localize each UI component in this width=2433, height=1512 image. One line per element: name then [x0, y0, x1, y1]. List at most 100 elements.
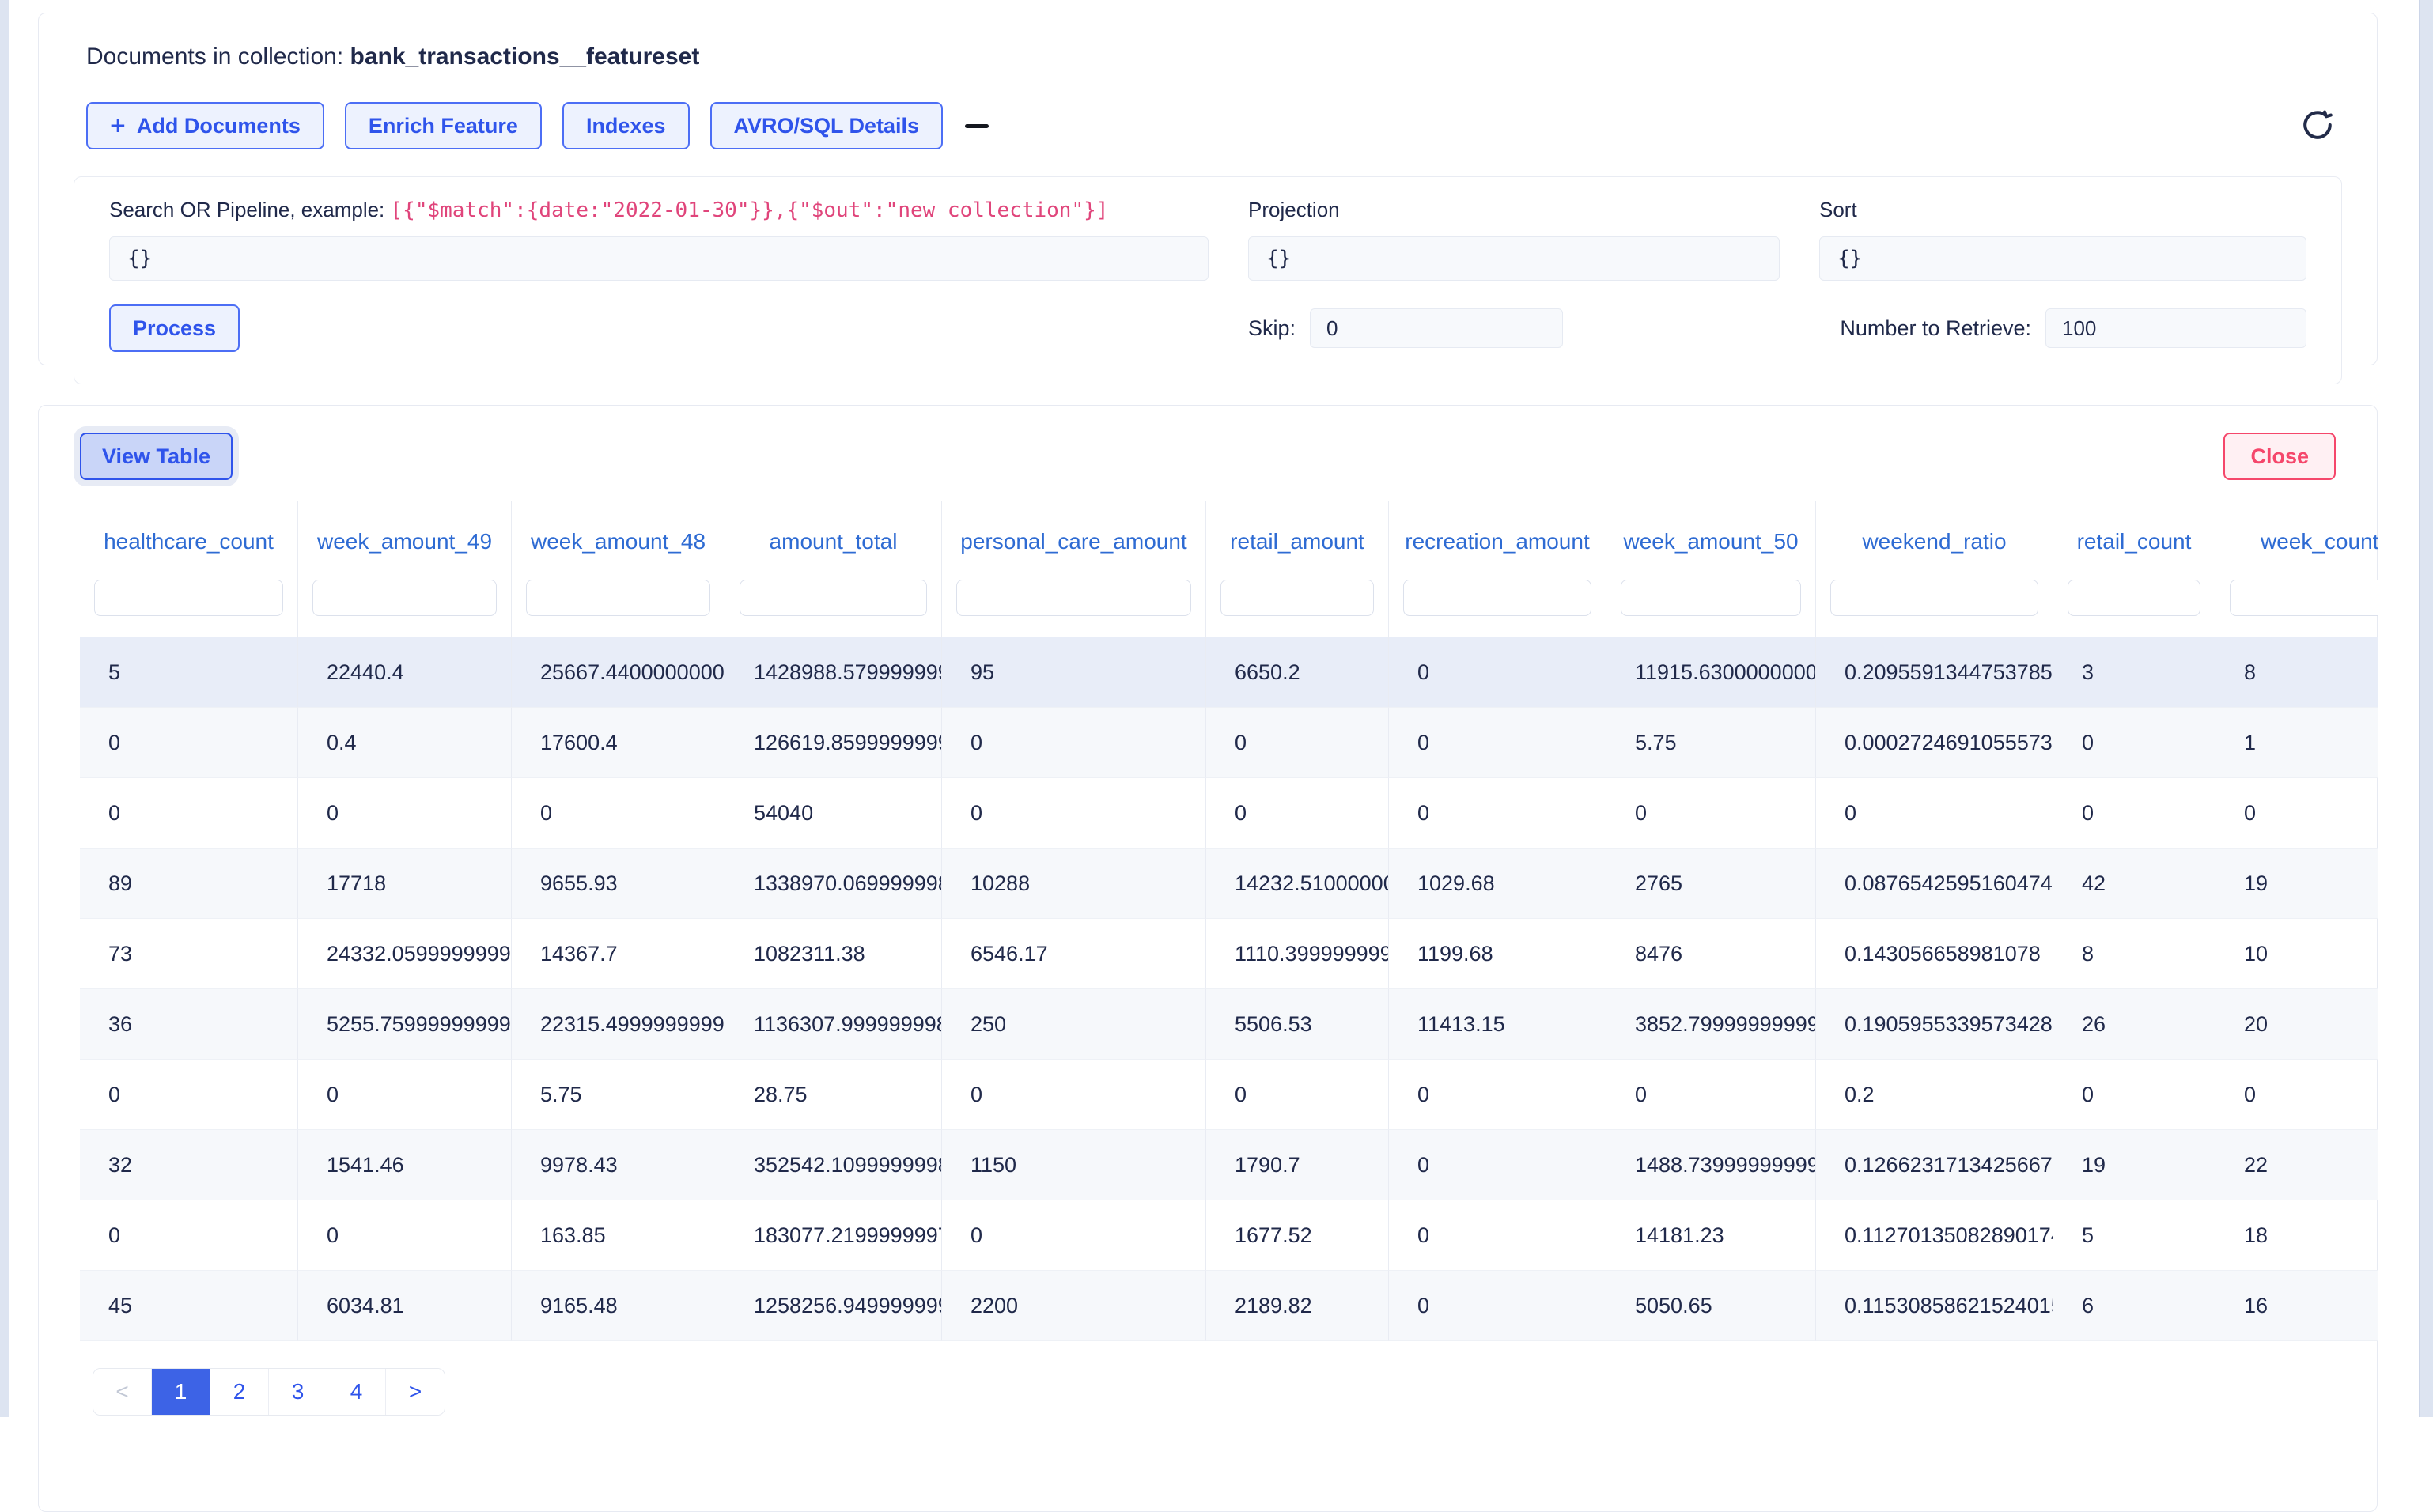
filter-input-week_count_[interactable]	[2230, 580, 2378, 616]
table-cell-r6-personal_care_amount[interactable]: 0	[942, 1060, 1206, 1130]
table-cell-r1-week_amount_48[interactable]: 17600.4	[512, 708, 725, 778]
table-cell-r2-retail_amount[interactable]: 0	[1206, 778, 1389, 849]
table-cell-r5-week_amount_50[interactable]: 3852.7999999999997	[1606, 989, 1816, 1060]
table-cell-r5-retail_count[interactable]: 26	[2053, 989, 2215, 1060]
table-cell-r0-amount_total[interactable]: 1428988.5799999994	[725, 637, 942, 708]
table-cell-r5-recreation_amount[interactable]: 11413.15	[1389, 989, 1606, 1060]
table-cell-r8-week_count_[interactable]: 18	[2215, 1200, 2378, 1271]
table-cell-r6-healthcare_count[interactable]: 0	[80, 1060, 298, 1130]
table-cell-r2-weekend_ratio[interactable]: 0	[1816, 778, 2053, 849]
table-cell-r9-personal_care_amount[interactable]: 2200	[942, 1271, 1206, 1341]
table-cell-r9-weekend_ratio[interactable]: 0.11530858621524015	[1816, 1271, 2053, 1341]
table-cell-r1-amount_total[interactable]: 126619.85999999999	[725, 708, 942, 778]
table-cell-r5-amount_total[interactable]: 1136307.9999999988	[725, 989, 942, 1060]
table-cell-r7-weekend_ratio[interactable]: 0.12662317134256676	[1816, 1130, 2053, 1200]
table-cell-r3-week_amount_48[interactable]: 9655.93	[512, 849, 725, 919]
add-documents-button[interactable]: + Add Documents	[86, 102, 324, 149]
table-cell-r3-week_amount_49[interactable]: 17718	[298, 849, 512, 919]
table-cell-r7-week_amount_50[interactable]: 1488.7399999999998	[1606, 1130, 1816, 1200]
table-cell-r8-personal_care_amount[interactable]: 0	[942, 1200, 1206, 1271]
filter-input-amount_total[interactable]	[740, 580, 927, 616]
filter-input-retail_amount[interactable]	[1220, 580, 1374, 616]
table-cell-r9-retail_count[interactable]: 6	[2053, 1271, 2215, 1341]
table-cell-r1-retail_count[interactable]: 0	[2053, 708, 2215, 778]
table-cell-r6-amount_total[interactable]: 28.75	[725, 1060, 942, 1130]
table-cell-r1-week_count_[interactable]: 1	[2215, 708, 2378, 778]
table-cell-r1-week_amount_50[interactable]: 5.75	[1606, 708, 1816, 778]
filter-input-healthcare_count[interactable]	[94, 580, 283, 616]
filter-input-personal_care_amount[interactable]	[956, 580, 1191, 616]
table-cell-r8-amount_total[interactable]: 183077.21999999977	[725, 1200, 942, 1271]
table-cell-r0-personal_care_amount[interactable]: 95	[942, 637, 1206, 708]
sort-input[interactable]	[1819, 236, 2306, 281]
table-cell-r3-retail_count[interactable]: 42	[2053, 849, 2215, 919]
page-2-button[interactable]: 2	[210, 1369, 269, 1415]
table-cell-r8-week_amount_50[interactable]: 14181.23	[1606, 1200, 1816, 1271]
table-cell-r2-amount_total[interactable]: 54040	[725, 778, 942, 849]
search-pipeline-input[interactable]	[109, 236, 1209, 281]
table-cell-r9-healthcare_count[interactable]: 45	[80, 1271, 298, 1341]
process-button[interactable]: Process	[109, 304, 240, 352]
table-cell-r7-recreation_amount[interactable]: 0	[1389, 1130, 1606, 1200]
table-cell-r4-week_amount_50[interactable]: 8476	[1606, 919, 1816, 989]
table-cell-r6-week_amount_50[interactable]: 0	[1606, 1060, 1816, 1130]
table-cell-r0-week_amount_50[interactable]: 11915.630000000001	[1606, 637, 1816, 708]
filter-input-week_amount_48[interactable]	[526, 580, 710, 616]
table-cell-r4-personal_care_amount[interactable]: 6546.17	[942, 919, 1206, 989]
table-cell-r3-healthcare_count[interactable]: 89	[80, 849, 298, 919]
page-next-button[interactable]: >	[386, 1369, 445, 1415]
table-cell-r2-week_count_[interactable]: 0	[2215, 778, 2378, 849]
table-cell-r4-retail_count[interactable]: 8	[2053, 919, 2215, 989]
filter-input-week_amount_50[interactable]	[1621, 580, 1801, 616]
table-cell-r0-retail_amount[interactable]: 6650.2	[1206, 637, 1389, 708]
collapse-dash-icon[interactable]	[965, 123, 989, 128]
table-cell-r1-recreation_amount[interactable]: 0	[1389, 708, 1606, 778]
filter-input-retail_count[interactable]	[2068, 580, 2200, 616]
retrieve-input[interactable]	[2045, 308, 2306, 348]
table-cell-r6-recreation_amount[interactable]: 0	[1389, 1060, 1606, 1130]
table-cell-r2-week_amount_49[interactable]: 0	[298, 778, 512, 849]
page-3-button[interactable]: 3	[269, 1369, 327, 1415]
view-table-button[interactable]: View Table	[80, 433, 233, 480]
table-cell-r1-weekend_ratio[interactable]: 0.0002724691055573747	[1816, 708, 2053, 778]
refresh-button[interactable]	[2293, 108, 2342, 144]
filter-input-week_amount_49[interactable]	[312, 580, 497, 616]
table-cell-r5-personal_care_amount[interactable]: 250	[942, 989, 1206, 1060]
table-cell-r8-retail_amount[interactable]: 1677.52	[1206, 1200, 1389, 1271]
table-cell-r5-weekend_ratio[interactable]: 0.19059553395734283	[1816, 989, 2053, 1060]
table-cell-r5-week_amount_49[interactable]: 5255.759999999998	[298, 989, 512, 1060]
close-button[interactable]: Close	[2223, 433, 2336, 480]
table-cell-r9-amount_total[interactable]: 1258256.9499999993	[725, 1271, 942, 1341]
table-cell-r8-week_amount_48[interactable]: 163.85	[512, 1200, 725, 1271]
table-cell-r9-week_amount_48[interactable]: 9165.48	[512, 1271, 725, 1341]
table-cell-r7-healthcare_count[interactable]: 32	[80, 1130, 298, 1200]
table-cell-r4-week_count_[interactable]: 10	[2215, 919, 2378, 989]
table-cell-r1-personal_care_amount[interactable]: 0	[942, 708, 1206, 778]
table-cell-r1-healthcare_count[interactable]: 0	[80, 708, 298, 778]
table-cell-r4-amount_total[interactable]: 1082311.38	[725, 919, 942, 989]
page-4-button[interactable]: 4	[327, 1369, 386, 1415]
table-cell-r0-week_amount_48[interactable]: 25667.440000000002	[512, 637, 725, 708]
table-cell-r7-amount_total[interactable]: 352542.10999999987	[725, 1130, 942, 1200]
table-cell-r9-week_count_[interactable]: 16	[2215, 1271, 2378, 1341]
table-cell-r7-week_amount_49[interactable]: 1541.46	[298, 1130, 512, 1200]
table-cell-r7-week_count_[interactable]: 22	[2215, 1130, 2378, 1200]
table-cell-r5-week_count_[interactable]: 20	[2215, 989, 2378, 1060]
table-cell-r3-retail_amount[interactable]: 14232.510000000004	[1206, 849, 1389, 919]
table-cell-r7-week_amount_48[interactable]: 9978.43	[512, 1130, 725, 1200]
table-cell-r2-personal_care_amount[interactable]: 0	[942, 778, 1206, 849]
table-cell-r3-weekend_ratio[interactable]: 0.0876542595160474	[1816, 849, 2053, 919]
table-cell-r4-recreation_amount[interactable]: 1199.68	[1389, 919, 1606, 989]
table-cell-r6-retail_amount[interactable]: 0	[1206, 1060, 1389, 1130]
table-cell-r6-retail_count[interactable]: 0	[2053, 1060, 2215, 1130]
skip-input[interactable]	[1310, 308, 1564, 348]
page-1-button[interactable]: 1	[152, 1369, 210, 1415]
table-cell-r8-weekend_ratio[interactable]: 0.11270135082890174	[1816, 1200, 2053, 1271]
table-cell-r2-recreation_amount[interactable]: 0	[1389, 778, 1606, 849]
table-cell-r2-retail_count[interactable]: 0	[2053, 778, 2215, 849]
table-cell-r5-week_amount_48[interactable]: 22315.499999999996	[512, 989, 725, 1060]
table-cell-r0-weekend_ratio[interactable]: 0.2095591344753785	[1816, 637, 2053, 708]
table-cell-r7-retail_count[interactable]: 19	[2053, 1130, 2215, 1200]
table-cell-r6-week_amount_48[interactable]: 5.75	[512, 1060, 725, 1130]
table-cell-r0-week_amount_49[interactable]: 22440.4	[298, 637, 512, 708]
